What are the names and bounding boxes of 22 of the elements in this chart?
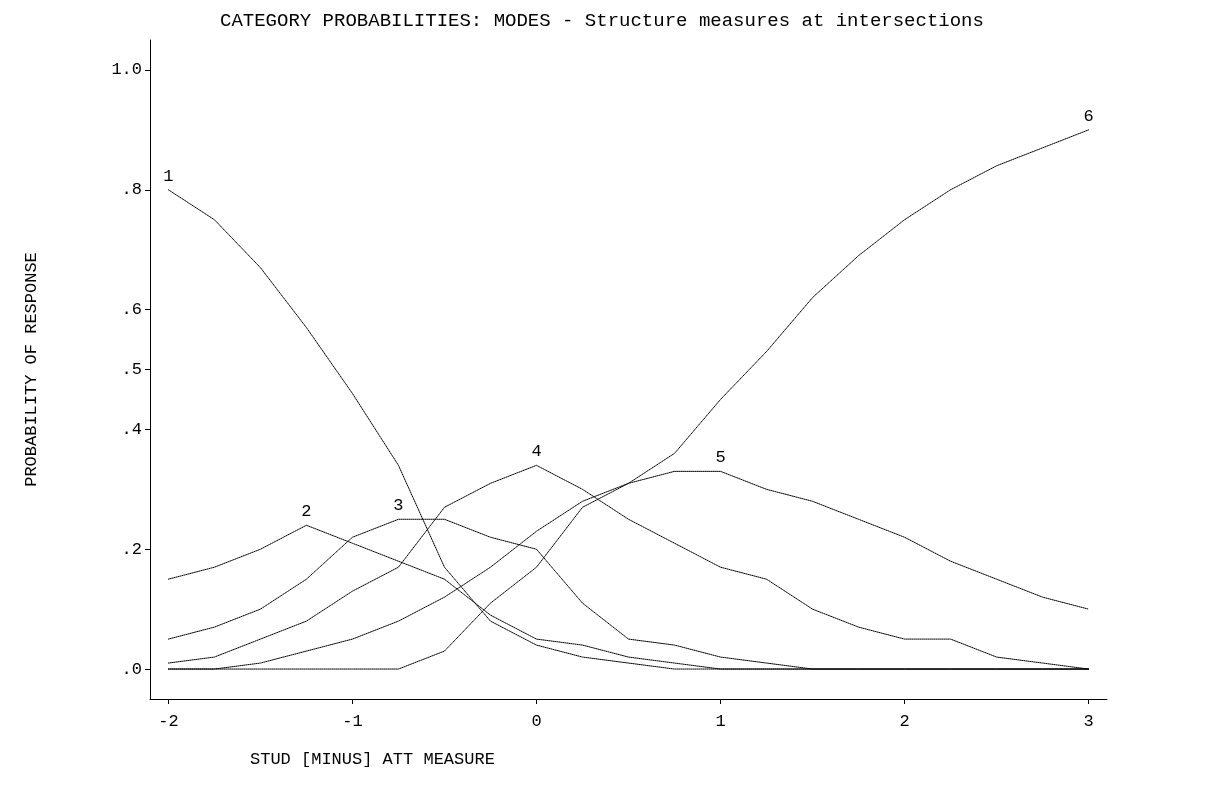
x-tick-label: 1 (715, 712, 726, 731)
y-tick-label: .2 (121, 539, 142, 559)
chart-title: CATEGORY PROBABILITIES: MODES - Structure measures at intersections (220, 9, 984, 32)
series-label: 6 (1083, 106, 1094, 126)
y-tick-label: .6 (121, 300, 142, 320)
y-axis-title: PROBABILITY OF RESPONSE (22, 252, 41, 487)
x-tick-label: -1 (342, 712, 363, 731)
x-tick-label: 0 (531, 712, 542, 731)
x-tick-label: 2 (899, 712, 910, 731)
y-tick-label: .5 (121, 360, 142, 379)
x-tick-label: 3 (1083, 712, 1094, 731)
series-label: 5 (715, 448, 726, 468)
y-tick-label: .8 (121, 180, 142, 200)
y-tick-label: .0 (121, 659, 142, 679)
series-label: 3 (393, 496, 404, 516)
series-label: 1 (163, 166, 174, 186)
series-label: 4 (531, 442, 542, 462)
series-label: 2 (301, 502, 312, 522)
y-tick-label: .4 (121, 419, 142, 439)
x-axis-title: STUD [MINUS] ATT MEASURE (250, 750, 495, 769)
x-tick-label: -2 (158, 712, 179, 731)
y-tick-label: 1.0 (111, 60, 142, 80)
